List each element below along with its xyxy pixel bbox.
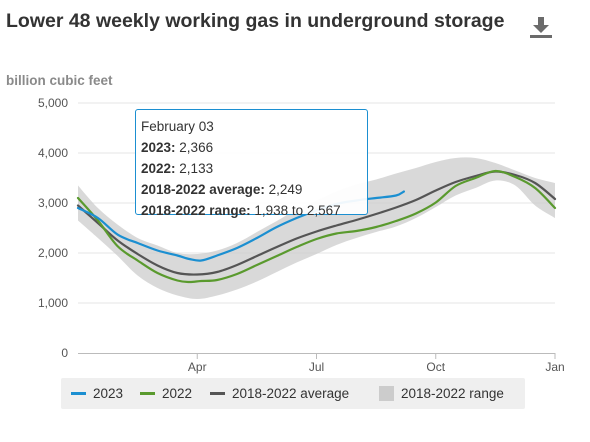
tooltip-line-2023: 2023: 2,366 <box>141 140 214 155</box>
legend: 2023 2022 2018-2022 average 2018-2022 ra… <box>61 378 525 409</box>
x-tick-label-0: Apr <box>188 360 207 374</box>
legend-item-2022[interactable]: 2022 <box>140 378 192 409</box>
y-tick-label-4: 4,000 <box>38 146 68 160</box>
y-tick-label-1: 1,000 <box>38 296 68 310</box>
tooltip: February 03 2023: 2,366 2022: 2,133 2018… <box>135 109 368 218</box>
legend-item-average[interactable]: 2018-2022 average <box>210 378 349 409</box>
legend-swatch-2023 <box>71 392 86 395</box>
series-line-2022 <box>76 169 557 284</box>
tooltip-line-average: 2018-2022 average: 2,249 <box>141 182 303 197</box>
y-axis-unit-label: billion cubic feet <box>6 73 113 88</box>
legend-item-2023[interactable]: 2023 <box>71 378 123 409</box>
tooltip-line-2022: 2022: 2,133 <box>141 161 214 176</box>
x-tick-label-1: Jul <box>309 360 324 374</box>
tooltip-date: February 03 <box>141 119 214 134</box>
download-icon[interactable] <box>528 14 554 40</box>
legend-item-range[interactable]: 2018-2022 range <box>379 378 504 409</box>
chart-title: Lower 48 weekly working gas in undergrou… <box>6 10 505 32</box>
y-tick-label-5: 5,000 <box>38 96 68 110</box>
tooltip-line-range: 2018-2022 range: 1,938 to 2,567 <box>141 203 341 218</box>
legend-swatch-2022 <box>140 392 155 395</box>
y-tick-label-2: 2,000 <box>38 246 68 260</box>
series-line-average <box>76 170 557 276</box>
x-tick-label-3: Jan <box>545 360 564 374</box>
legend-swatch-average <box>210 392 225 395</box>
legend-swatch-range <box>379 386 394 401</box>
y-tick-label-3: 3,000 <box>38 196 68 210</box>
y-tick-label-0: 0 <box>61 346 68 360</box>
x-tick-label-2: Oct <box>426 360 445 374</box>
series-range-band <box>78 157 555 299</box>
